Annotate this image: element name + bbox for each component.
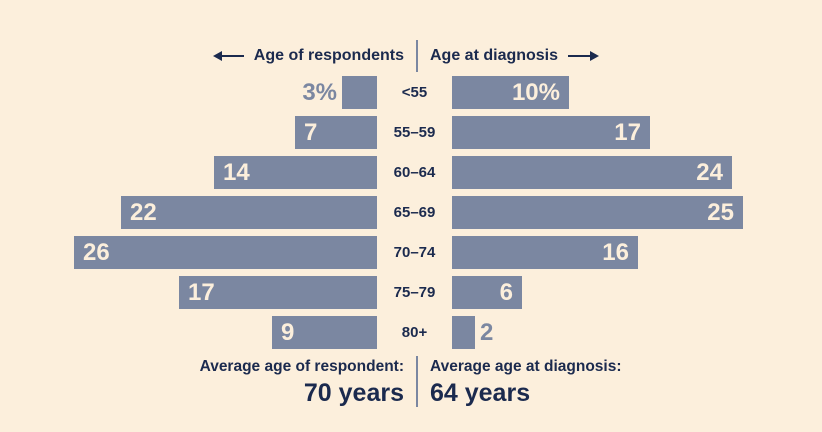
respondent-bar: 14: [214, 156, 377, 189]
footer-divider: [416, 356, 418, 408]
pyramid-row: 3% <55 10%: [0, 76, 822, 109]
pyramid-row: 17 75–79 6: [0, 276, 822, 309]
diagnosis-value-label: 6: [499, 278, 513, 306]
diagnosis-bar: 6: [452, 276, 522, 309]
respondent-value-label: 3%: [302, 78, 337, 106]
header-right-group: Age at diagnosis: [430, 47, 822, 65]
chart-header: Age of respondents Age at diagnosis: [0, 40, 822, 72]
diagnosis-value-label: 16: [602, 238, 629, 266]
diagnosis-bar-zone: 6: [452, 276, 822, 309]
diagnosis-bar: 25: [452, 196, 743, 229]
respondent-bar: 17: [179, 276, 377, 309]
diagnosis-bar: 17: [452, 116, 650, 149]
pyramid-row: 7 55–59 17: [0, 116, 822, 149]
diagnosis-bar: 16: [452, 236, 638, 269]
respondent-value-label: 22: [130, 198, 157, 226]
diagnosis-bar-zone: 10%: [452, 76, 822, 109]
diagnosis-bar-zone: 16: [452, 236, 822, 269]
diagnosis-bar: [452, 316, 475, 349]
respondents-bar-zone: 7: [0, 116, 377, 149]
diagnosis-bar-zone: 24: [452, 156, 822, 189]
chart-footer: Average age of respondent: 70 years Aver…: [0, 356, 822, 408]
age-group-label: 70–74: [393, 244, 436, 261]
diagnosis-value-label: 17: [614, 118, 641, 146]
footer-diagnosis-title: Average age at diagnosis:: [430, 358, 622, 375]
respondent-bar: 9: [272, 316, 377, 349]
diagnosis-bar-zone: 17: [452, 116, 822, 149]
diagnosis-bar: 24: [452, 156, 732, 189]
header-divider: [416, 40, 418, 72]
pyramid-row: 26 70–74 16: [0, 236, 822, 269]
pyramid-row: 22 65–69 25: [0, 196, 822, 229]
footer-respondent-value: 70 years: [303, 378, 404, 407]
respondent-value-label: 17: [188, 278, 215, 306]
diagnosis-bar: 10%: [452, 76, 569, 109]
respondent-bar: [342, 76, 377, 109]
respondents-bar-zone: 22: [0, 196, 377, 229]
age-group-label: 75–79: [393, 284, 436, 301]
respondent-value-label: 9: [281, 318, 295, 346]
respondent-bar: 26: [74, 236, 377, 269]
diagnosis-bar-zone: 2: [452, 316, 822, 349]
respondent-bar: 7: [295, 116, 377, 149]
pyramid-chart: 3% <55 10% 7 55–59 17 14 60–64 24 22 65–69 25 26 70–7…: [0, 76, 822, 349]
pyramid-row: 14 60–64 24: [0, 156, 822, 189]
age-group-label: 65–69: [393, 204, 436, 221]
diagnosis-value-label: 25: [707, 198, 734, 226]
header-left-group: Age of respondents: [0, 47, 404, 65]
respondents-bar-zone: 14: [0, 156, 377, 189]
diagnosis-value-label: 24: [696, 158, 723, 186]
diagnosis-value-label: 2: [480, 318, 494, 346]
footer-respondent-block: Average age of respondent: 70 years: [0, 356, 404, 407]
respondent-value-label: 14: [223, 158, 250, 186]
footer-respondent-title: Average age of respondent:: [199, 358, 404, 375]
respondents-bar-zone: 26: [0, 236, 377, 269]
respondent-value-label: 26: [83, 238, 110, 266]
header-right-label: Age at diagnosis: [430, 47, 559, 64]
respondent-value-label: 7: [304, 118, 318, 146]
header-left-label: Age of respondents: [253, 47, 404, 64]
age-group-label: 60–64: [393, 164, 436, 181]
respondents-bar-zone: 9: [0, 316, 377, 349]
respondent-bar: 22: [121, 196, 377, 229]
respondents-bar-zone: 3%: [0, 76, 377, 109]
age-group-label: 80+: [401, 324, 428, 341]
right-arrow-icon: [568, 51, 600, 61]
footer-diagnosis-value: 64 years: [430, 378, 531, 407]
age-group-label: <55: [401, 84, 428, 101]
diagnosis-value-label: 10%: [511, 78, 560, 106]
respondents-bar-zone: 17: [0, 276, 377, 309]
pyramid-row: 9 80+ 2: [0, 316, 822, 349]
footer-diagnosis-block: Average age at diagnosis: 64 years: [430, 356, 822, 407]
age-group-label: 55–59: [393, 124, 436, 141]
left-arrow-icon: [212, 51, 244, 61]
diagnosis-bar-zone: 25: [452, 196, 822, 229]
